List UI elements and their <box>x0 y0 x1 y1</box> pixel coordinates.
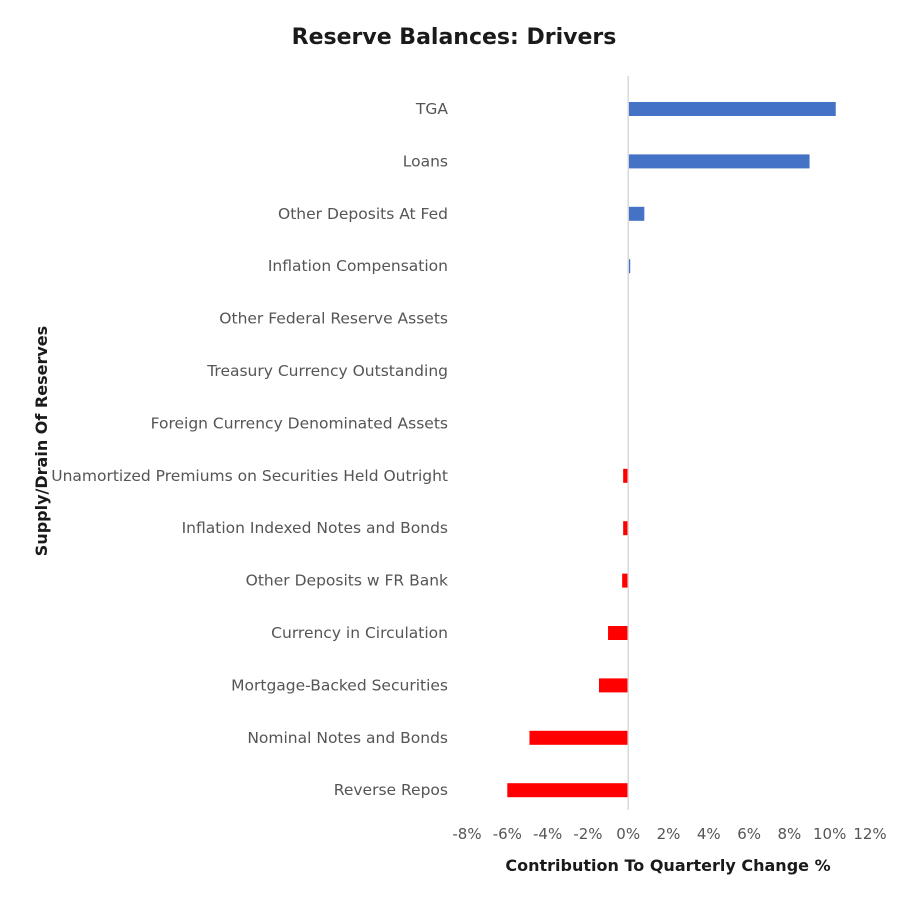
category-label: Other Federal Reserve Assets <box>219 310 448 328</box>
category-label: Other Deposits w FR Bank <box>246 572 448 590</box>
bar <box>529 730 629 745</box>
bar <box>608 626 629 640</box>
bar <box>628 259 631 274</box>
x-tick-label: 0% <box>616 825 640 843</box>
bar <box>507 783 629 798</box>
category-label: Mortgage-Backed Securities <box>231 676 448 694</box>
x-tick-label: 8% <box>778 825 802 843</box>
x-tick-labels: -8% -6% -4% -2% 0% 2% 4% 6% 8% 10% 12% <box>452 825 886 843</box>
category-label: Inflation Indexed Notes and Bonds <box>182 519 448 537</box>
bar <box>622 573 629 588</box>
bar <box>623 468 629 483</box>
bar <box>628 206 645 221</box>
x-tick-label: -8% <box>452 825 481 843</box>
category-label: Other Deposits At Fed <box>278 205 448 223</box>
x-tick-label: 2% <box>657 825 681 843</box>
category-label: Foreign Currency Denominated Assets <box>151 414 448 432</box>
x-tick-label: -6% <box>493 825 522 843</box>
x-tick-label: -2% <box>573 825 602 843</box>
bar <box>628 102 836 116</box>
bar <box>628 154 810 169</box>
category-label: Unamortized Premiums on Securities Held … <box>51 467 448 485</box>
category-label: Currency in Circulation <box>271 624 448 642</box>
category-label: Treasury Currency Outstanding <box>206 362 448 380</box>
bar <box>623 521 629 536</box>
category-label: Inflation Compensation <box>268 257 448 275</box>
category-label: TGA <box>415 100 448 118</box>
bars <box>507 102 836 798</box>
x-tick-label: 4% <box>697 825 721 843</box>
x-tick-label: 6% <box>737 825 761 843</box>
y-axis-label: Supply/Drain Of Reserves <box>32 326 51 556</box>
x-tick-label: 12% <box>853 825 886 843</box>
chart-title: Reserve Balances: Drivers <box>292 25 617 50</box>
x-tick-label: -4% <box>533 825 562 843</box>
category-labels: TGA Loans Other Deposits At Fed Inflation C… <box>51 100 448 799</box>
bar <box>598 678 629 693</box>
x-tick-label: 10% <box>813 825 846 843</box>
category-label: Loans <box>403 152 448 170</box>
category-label: Reverse Repos <box>334 781 448 799</box>
category-label: Nominal Notes and Bonds <box>247 729 448 747</box>
x-axis-label: Contribution To Quarterly Change % <box>505 856 830 875</box>
